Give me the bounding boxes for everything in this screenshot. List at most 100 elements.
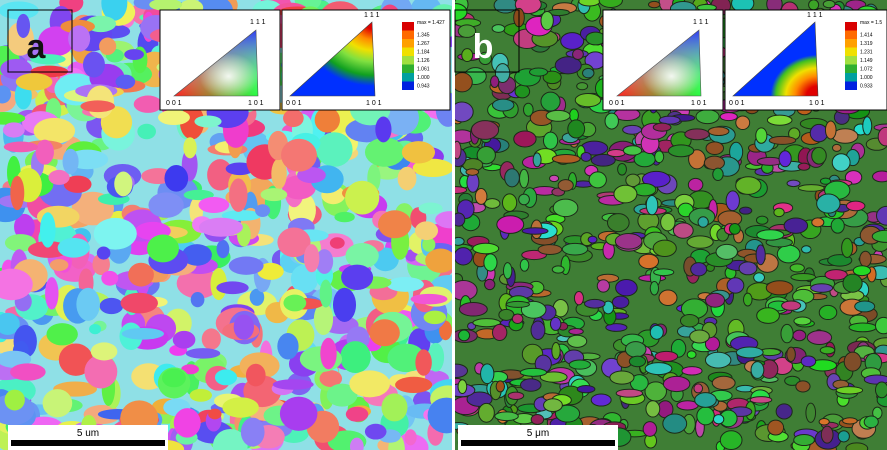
grain — [316, 132, 353, 167]
grain — [0, 112, 26, 125]
legend-label: 1.149 — [860, 58, 873, 64]
legend-swatch — [845, 56, 857, 65]
grain — [649, 324, 664, 340]
grain — [542, 131, 559, 150]
grain — [645, 400, 661, 418]
grain — [609, 370, 635, 385]
grain — [501, 193, 518, 212]
grain — [797, 184, 825, 192]
grain — [496, 215, 525, 234]
grain — [80, 100, 115, 113]
grain — [532, 152, 542, 168]
divider — [452, 0, 455, 450]
grain — [422, 237, 436, 252]
grain — [554, 404, 581, 423]
grain — [576, 384, 596, 394]
grain — [810, 283, 834, 293]
grain — [755, 215, 769, 225]
grain — [345, 180, 380, 215]
legend-swatch — [402, 81, 414, 90]
grain — [519, 258, 530, 272]
grain — [811, 217, 825, 228]
grain — [397, 166, 417, 191]
label-box — [7, 9, 73, 73]
grain — [16, 13, 31, 38]
grain — [455, 101, 474, 123]
grain — [830, 217, 845, 234]
grain — [176, 268, 221, 299]
grain — [84, 354, 118, 389]
grain — [349, 437, 364, 450]
grain — [162, 368, 186, 388]
grain — [313, 302, 334, 336]
grain — [182, 244, 212, 266]
grain — [831, 153, 851, 172]
grain — [114, 171, 133, 197]
grain — [326, 383, 358, 407]
ipf-triangle — [173, 29, 259, 97]
grain — [99, 297, 124, 315]
grain — [530, 320, 546, 340]
grain — [705, 292, 726, 308]
grain — [133, 95, 163, 113]
grain — [824, 269, 848, 281]
grain — [845, 442, 869, 450]
grain — [742, 292, 753, 307]
grain — [818, 304, 838, 321]
grain — [412, 158, 452, 178]
pole-figure-label: 1 0 1 — [809, 100, 825, 107]
grain — [427, 342, 445, 372]
grain — [615, 388, 644, 398]
grain — [697, 216, 709, 228]
grain — [89, 323, 102, 335]
grain — [843, 351, 862, 372]
grain — [809, 123, 829, 143]
pole-figure-label: 1 0 1 — [366, 100, 382, 107]
grain — [852, 265, 872, 277]
grain — [703, 155, 725, 171]
grain — [257, 262, 284, 280]
grain — [520, 378, 542, 392]
grain — [824, 120, 837, 140]
grain — [466, 391, 493, 407]
grain — [793, 433, 815, 447]
grain — [491, 323, 508, 342]
grain — [862, 116, 873, 136]
grain — [649, 281, 660, 296]
grain — [778, 150, 792, 168]
grain — [121, 327, 165, 340]
grain — [529, 67, 549, 77]
grain — [781, 300, 802, 311]
grain — [628, 355, 647, 368]
grain — [472, 242, 500, 255]
grain — [582, 67, 595, 79]
legend-label: 1.061 — [417, 67, 430, 73]
grain — [99, 37, 117, 55]
grain — [332, 287, 357, 322]
grain — [369, 319, 400, 347]
grain — [808, 0, 820, 11]
grain — [590, 393, 612, 407]
grain — [297, 167, 326, 184]
grain — [229, 178, 248, 212]
ipf-label: 1 1 1 — [693, 19, 709, 26]
grain — [687, 177, 704, 192]
grain — [704, 351, 732, 369]
grain — [511, 313, 524, 325]
grain — [805, 402, 817, 423]
grain — [124, 49, 144, 61]
grain — [315, 249, 334, 274]
grain — [831, 143, 842, 152]
grain — [578, 0, 601, 7]
grain — [557, 179, 574, 192]
grain — [775, 403, 793, 420]
legend-swatch — [845, 47, 857, 56]
overlay: a 1 1 1 0 0 1 1 0 1 1 1 1 0 0 1 1 0 1 max = 1.4… — [7, 9, 887, 450]
grain — [848, 322, 877, 333]
grain — [667, 144, 695, 158]
grain — [505, 300, 530, 308]
legend-label: 0.933 — [860, 84, 873, 90]
grain — [404, 429, 417, 446]
grain — [551, 153, 581, 164]
